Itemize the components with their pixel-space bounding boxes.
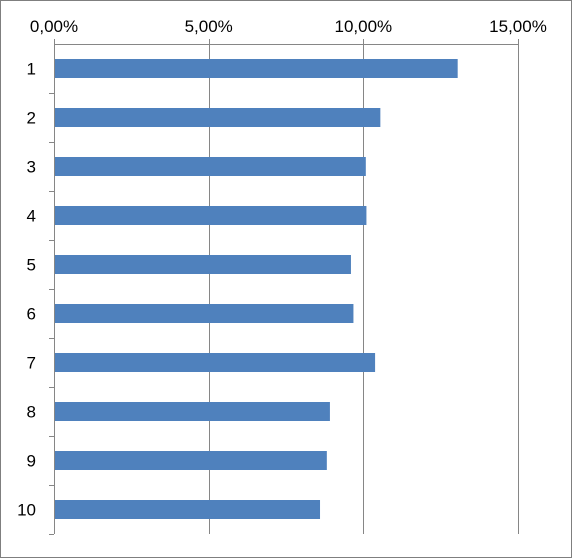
bar-1 xyxy=(55,59,458,78)
bar-4 xyxy=(55,206,367,225)
x-tick-label-2: 10,00% xyxy=(334,17,392,36)
x-tick-label-3: 15,00% xyxy=(489,17,547,36)
bar-9 xyxy=(55,451,327,470)
bar-2 xyxy=(55,108,381,127)
bar-7 xyxy=(55,353,376,372)
bar-5 xyxy=(55,255,351,274)
category-label-4: 4 xyxy=(27,207,36,226)
x-tick-label-0: 0,00% xyxy=(30,17,78,36)
category-label-7: 7 xyxy=(27,354,36,373)
category-label-10: 10 xyxy=(17,501,36,520)
bars xyxy=(55,59,458,519)
axis-labels: 0,00% 5,00% 10,00% 15,00% 1 2 3 4 5 6 7 8 9 10 xyxy=(17,17,547,520)
x-tick-label-1: 5,00% xyxy=(185,17,233,36)
bar-8 xyxy=(55,402,330,421)
category-label-1: 1 xyxy=(27,60,36,79)
category-label-2: 2 xyxy=(27,109,36,128)
bar-3 xyxy=(55,157,366,176)
category-label-9: 9 xyxy=(27,452,36,471)
bar-10 xyxy=(55,500,321,519)
category-label-3: 3 xyxy=(27,158,36,177)
category-label-6: 6 xyxy=(27,305,36,324)
axes xyxy=(49,39,519,535)
bar-6 xyxy=(55,304,354,323)
category-label-5: 5 xyxy=(27,256,36,275)
category-label-8: 8 xyxy=(27,403,36,422)
